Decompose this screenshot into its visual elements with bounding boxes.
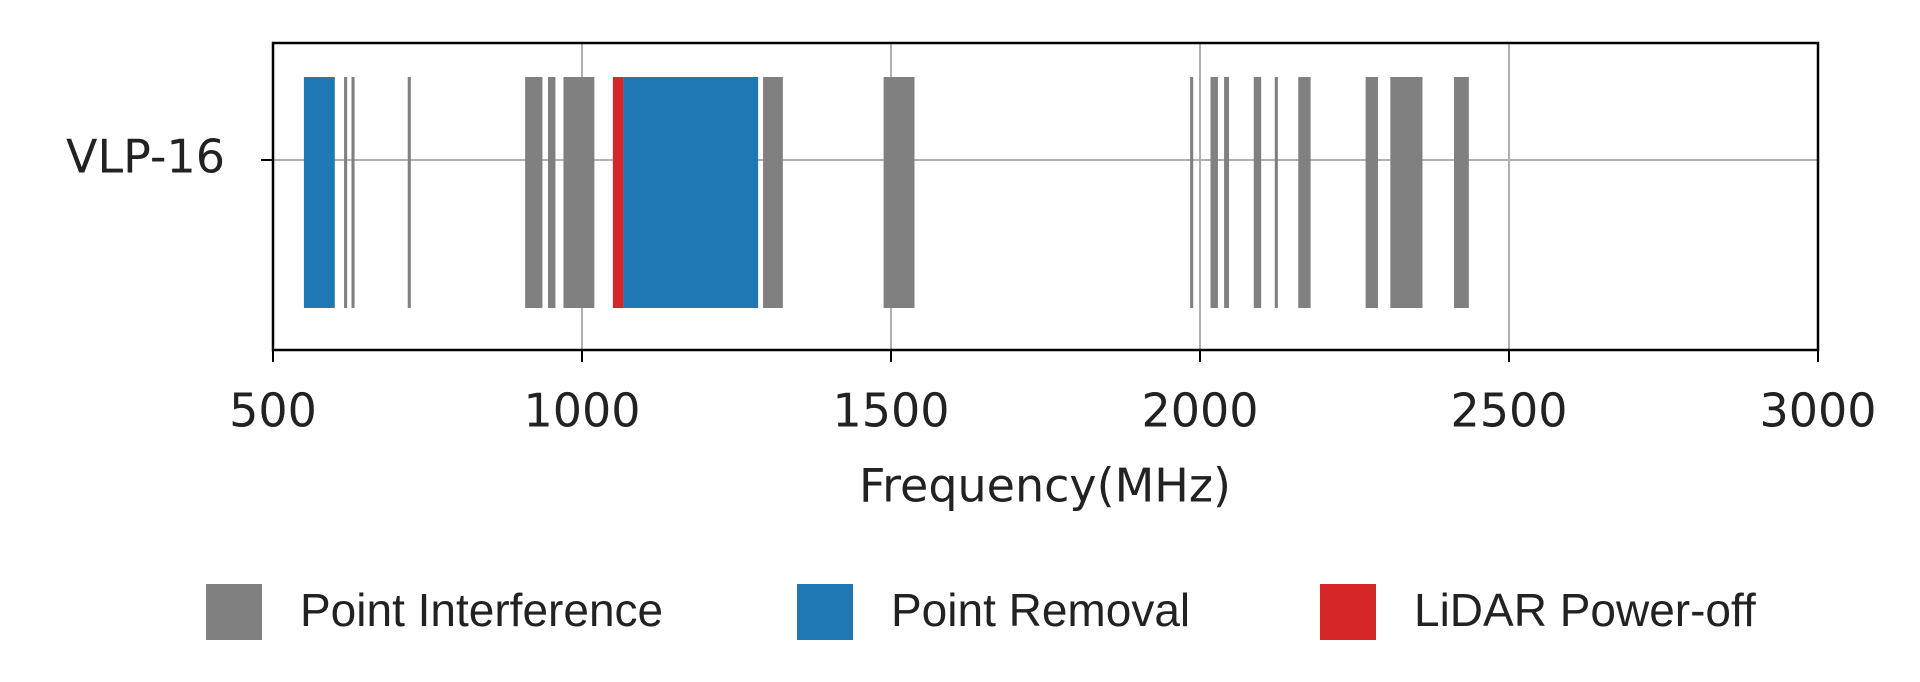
range-bar [1390,77,1423,308]
range-bar [563,77,595,308]
range-bar [612,77,624,308]
range-bar [344,77,348,308]
range-bar [1274,77,1278,308]
range-bar [1224,77,1230,308]
range-bar [883,77,915,308]
range-bar [763,77,783,308]
range-bar [407,77,411,308]
range-bar [1190,77,1194,308]
legend-label: Point Interference [300,584,663,636]
x-tick-label: 2500 [1450,384,1567,438]
range-bar [623,77,759,308]
range-bar [1365,77,1378,308]
range-bar [351,77,355,308]
range-bar [1210,77,1218,308]
range-bar [1298,77,1311,308]
range-bar [303,77,335,308]
legend-swatch [797,584,853,640]
range-bar [1253,77,1262,308]
x-tick-label: 2000 [1141,384,1258,438]
plot-frame [271,41,1820,352]
x-axis-label: Frequency(MHz) [859,459,1231,513]
x-tick-label: 1000 [523,384,640,438]
range-bar [525,77,543,308]
range-bar [1453,77,1469,308]
y-tick-label: VLP-16 [66,130,225,184]
x-tick-label: 3000 [1759,384,1876,438]
x-tick-label: 1500 [832,384,949,438]
legend-label: Point Removal [891,584,1190,636]
legend-label: LiDAR Power-off [1414,584,1756,636]
x-tick-label: 500 [229,384,317,438]
legend-swatch [1320,584,1376,640]
range-bar [548,77,556,308]
legend-swatch [206,584,262,640]
